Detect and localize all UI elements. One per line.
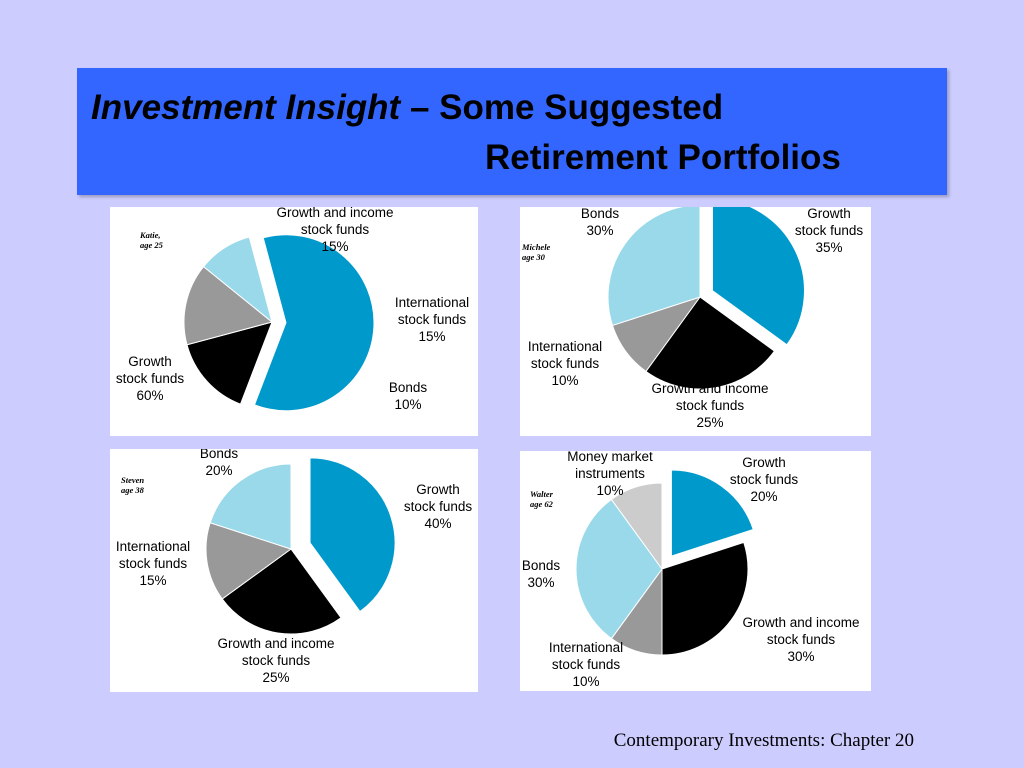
slide-title: Investment Insight – Some Suggested xyxy=(91,88,723,128)
slice-label-money-market: Money market instruments 10% xyxy=(567,451,653,498)
slice-label-growth: Growth stock funds 20% xyxy=(730,455,799,504)
slice-label-bonds: Bonds 20% xyxy=(200,449,239,478)
slice-label-bonds: Bonds 10% xyxy=(389,380,428,412)
pie-slice-growth-and-income xyxy=(186,321,273,405)
slice-label-growth-and-income: Growth and income stock funds 25% xyxy=(217,636,334,685)
slice-label-international: International stock funds 15% xyxy=(116,539,190,588)
slice-label-growth: Growth stock funds 40% xyxy=(404,482,473,531)
pie-chart-katie: Growth stock funds 60% Growth and income sto… xyxy=(116,207,469,412)
pie-slice-international xyxy=(205,522,293,600)
slice-label-international: International stock funds 10% xyxy=(549,640,623,689)
pie-slice-growth-and-income xyxy=(221,548,342,635)
pie-slice-international xyxy=(183,265,274,346)
pie-slice-growth xyxy=(253,234,375,412)
person-label: Katie, age 25 xyxy=(139,230,164,250)
pie-slice-growth xyxy=(670,469,754,557)
slice-label-growth-and-income: Growth and income stock funds 25% xyxy=(651,381,768,430)
pie-slice-bonds xyxy=(202,236,273,324)
title-dash-part: – Some Suggested xyxy=(400,88,724,127)
pie-slice-bonds xyxy=(607,207,701,327)
slice-label-growth: Growth stock funds 35% xyxy=(795,207,864,255)
chart-panel-katie: Growth stock funds 60% Growth and income sto… xyxy=(110,207,478,436)
person-label: Walter age 62 xyxy=(530,489,554,509)
chart-panel-walter: Growth stock funds 20% Growth and income sto… xyxy=(520,451,871,691)
chart-panel-michele: Growth stock funds 35% Growth and income sto… xyxy=(520,207,871,436)
slice-label-bonds: Bonds 30% xyxy=(581,207,620,238)
pie-chart-walter: Growth stock funds 20% Growth and income sto… xyxy=(522,451,860,689)
slice-label-growth: Growth stock funds 60% xyxy=(116,354,185,403)
pie-slice-growth xyxy=(309,457,396,613)
pie-chart-michele: Growth stock funds 35% Growth and income sto… xyxy=(521,207,864,430)
chart-panel-steven: Growth stock funds 40% Growth and income sto… xyxy=(110,449,478,692)
person-label: Michele age 30 xyxy=(521,242,551,262)
pie-chart-steven: Growth stock funds 40% Growth and income sto… xyxy=(116,449,473,685)
pie-slice-bonds xyxy=(575,498,663,640)
slice-label-international: International stock funds 10% xyxy=(528,339,602,388)
slide-title-line2: Retirement Portfolios xyxy=(485,138,841,177)
title-italic-part: Investment Insight xyxy=(91,88,401,127)
pie-slice-growth-and-income xyxy=(661,541,749,656)
pie-slice-bonds xyxy=(209,463,292,550)
pie-slice-growth xyxy=(711,207,805,346)
pie-slice-growth-and-income xyxy=(645,296,776,390)
footer-text: Contemporary Investments: Chapter 20 xyxy=(613,730,914,751)
slice-label-bonds: Bonds 30% xyxy=(522,558,561,590)
slice-label-growth-and-income: Growth and income stock funds 15% xyxy=(276,207,393,254)
person-label: Steven age 38 xyxy=(121,475,145,495)
title-bar: Investment Insight – Some Suggested Reti… xyxy=(77,68,947,195)
slice-label-growth-and-income: Growth and income stock funds 30% xyxy=(742,615,859,664)
slice-label-international: International stock funds 15% xyxy=(395,295,469,344)
pie-slice-money-market xyxy=(610,482,663,571)
